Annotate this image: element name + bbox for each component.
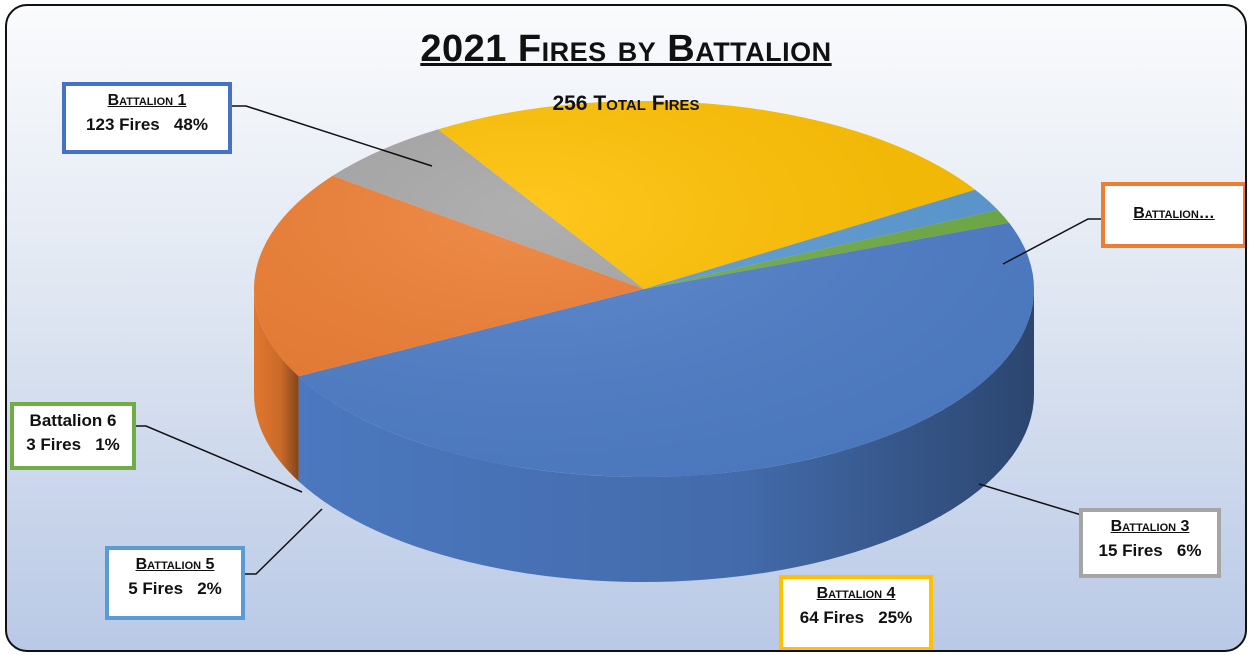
label-name: Battalion 6 — [29, 411, 117, 430]
label-value: 15 Fires 6% — [1098, 541, 1202, 560]
data-label-battalion-3: Battalion 3 15 Fires 6% — [1079, 508, 1221, 578]
leader-line-battalion-6 — [134, 425, 303, 493]
label-name: Battalion 5 — [135, 556, 215, 573]
leader-lines — [134, 105, 1219, 575]
data-label-battalion-2: Battalion… — [1101, 182, 1245, 248]
label-value: 5 Fires 2% — [128, 579, 222, 598]
pie-side-shade — [254, 289, 299, 482]
pie-side-shade — [298, 289, 1034, 583]
label-name: Battalion 3 — [1110, 518, 1190, 535]
data-label-battalion-5: Battalion 5 5 Fires 2% — [105, 546, 245, 620]
chart-subtitle: 256 Total Fires — [552, 92, 700, 115]
label-name: Battalion… — [1133, 205, 1215, 222]
leader-line-battalion-1 — [231, 105, 433, 167]
label-value: 64 Fires 25% — [799, 608, 913, 627]
label-name: Battalion 4 — [816, 585, 896, 602]
pie-chart — [134, 100, 1219, 583]
leader-line-battalion-5 — [244, 508, 323, 575]
data-label-battalion-1: Battalion 1 123 Fires 48% — [62, 82, 232, 154]
label-value: 123 Fires 48% — [86, 115, 208, 134]
label-name: Battalion 1 — [107, 92, 187, 109]
leader-line-battalion-2 — [1002, 218, 1103, 265]
data-label-battalion-6: Battalion 6 3 Fires 1% — [10, 402, 136, 470]
data-label-battalion-4: Battalion 4 64 Fires 25% — [779, 575, 933, 650]
chart-frame: 2021 Fires by Battalion 256 Total Fires … — [5, 4, 1247, 652]
pie-top-highlight — [254, 101, 1034, 477]
label-value: 3 Fires 1% — [26, 435, 120, 454]
chart-title: 2021 Fires by Battalion — [420, 28, 832, 70]
pie-top-faces — [254, 100, 1035, 478]
pie-side-walls — [254, 289, 1034, 583]
